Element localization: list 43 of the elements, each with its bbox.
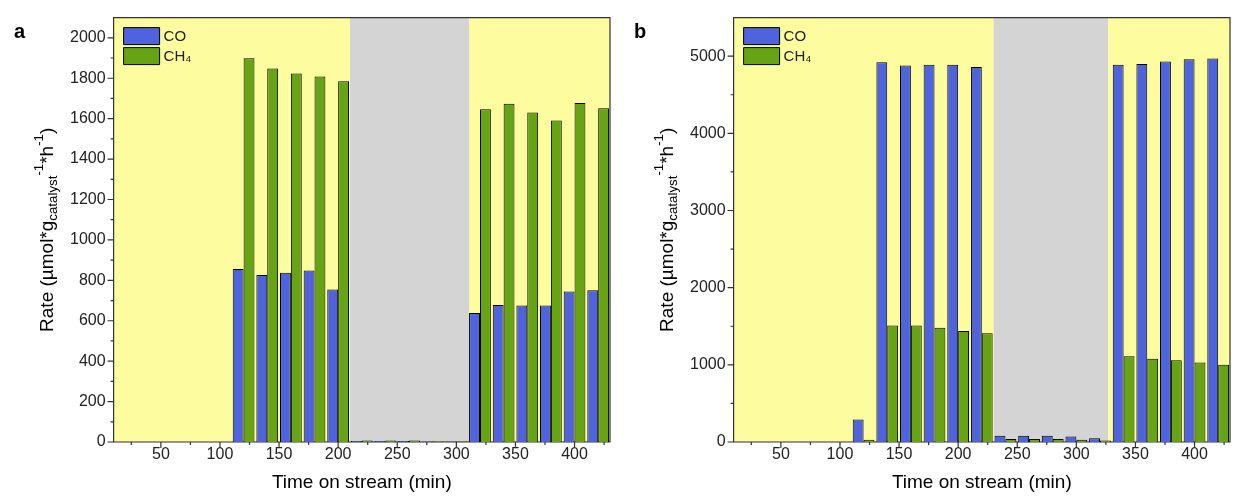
x-tick-label: 400 — [1181, 445, 1208, 463]
y-tick-label: 1800 — [70, 68, 106, 86]
x-tick-label: 250 — [383, 445, 411, 463]
y-tick-label: 1000 — [690, 355, 726, 373]
x-tick-label: 200 — [324, 445, 352, 463]
x-tick-label: 50 — [151, 445, 170, 463]
legend-label: CO — [783, 27, 807, 45]
x-tick-label: 200 — [944, 445, 972, 463]
y-tick-label: 1000 — [70, 230, 106, 248]
x-axis-title: Time on stream (min) — [271, 470, 452, 492]
chart-title: b — [634, 20, 647, 42]
chart-title: a — [14, 20, 26, 42]
x-tick-label: 50 — [771, 445, 790, 463]
y-tick-label: 4000 — [690, 123, 726, 141]
legend-label: CH₄ — [163, 47, 192, 65]
x-tick-label: 100 — [206, 445, 234, 463]
x-tick-label: 150 — [265, 445, 293, 463]
y-tick-label: 1400 — [70, 149, 106, 167]
x-tick-label: 350 — [502, 445, 529, 463]
y-tick-label: 200 — [78, 391, 106, 409]
y-tick-label: 1600 — [70, 109, 106, 127]
y-axis-title: Rate (µmol*gcatalyst-1*h-1) — [31, 127, 61, 332]
y-tick-label: 600 — [78, 311, 106, 329]
x-tick-label: 400 — [561, 445, 588, 463]
y-tick-label: 2000 — [70, 28, 106, 46]
y-tick-label: 3000 — [690, 200, 726, 218]
x-tick-label: 300 — [443, 445, 470, 463]
x-axis-title: Time on stream (min) — [891, 470, 1072, 492]
y-tick-label: 5000 — [690, 46, 726, 64]
legend-label: CO — [163, 27, 187, 45]
x-tick-label: 250 — [1003, 445, 1031, 463]
y-axis-title: Rate (µmol*gcatalyst-1*h-1) — [651, 127, 681, 332]
x-tick-label: 100 — [826, 445, 854, 463]
y-tick-label: 400 — [78, 351, 106, 369]
y-tick-label: 800 — [78, 270, 106, 288]
x-tick-label: 300 — [1063, 445, 1090, 463]
x-tick-label: 150 — [885, 445, 913, 463]
x-tick-label: 350 — [1122, 445, 1149, 463]
y-tick-label: 0 — [716, 432, 726, 450]
legend-label: CH₄ — [783, 47, 812, 65]
y-tick-label: 1200 — [70, 189, 106, 207]
y-tick-label: 0 — [96, 432, 106, 450]
y-tick-label: 2000 — [690, 278, 726, 296]
